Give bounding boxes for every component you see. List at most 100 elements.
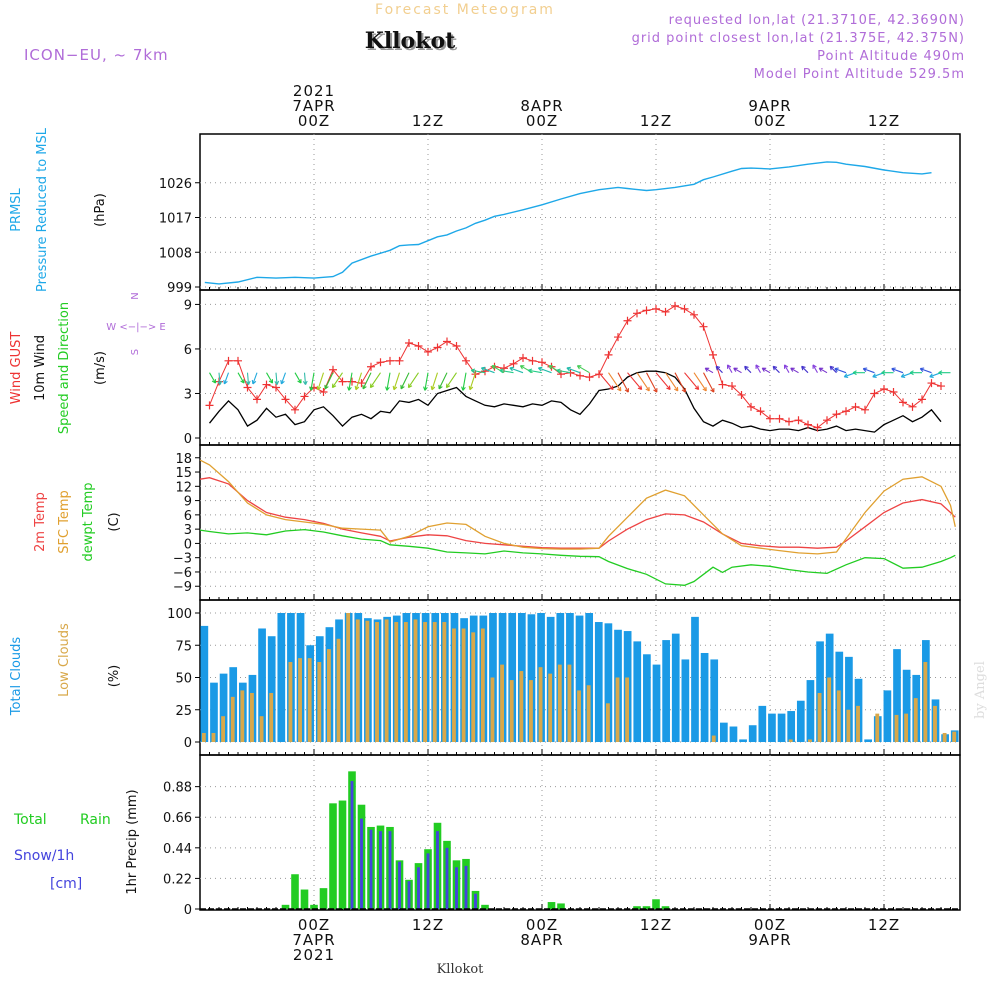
gust-point	[243, 383, 252, 392]
wind-direction-arrow	[461, 372, 467, 391]
total-cloud-bar	[796, 700, 805, 742]
snow-bar	[436, 831, 439, 909]
wind-direction-arrow	[834, 367, 847, 374]
gust-point	[623, 316, 632, 325]
gust-point	[747, 402, 755, 411]
low-cloud-bar	[355, 619, 360, 742]
total-cloud-bar	[719, 722, 728, 742]
wind-direction-arrow	[347, 372, 353, 391]
snow-bar	[474, 893, 477, 909]
gust-point	[281, 395, 290, 404]
watermark: by Angel	[973, 661, 988, 719]
low-cloud-bar	[250, 692, 254, 742]
total-cloud-bar	[845, 656, 853, 742]
gust-point	[737, 390, 746, 399]
gust-point	[338, 377, 347, 386]
gust-point	[880, 385, 888, 394]
gust-label: Wind GUST	[9, 332, 24, 405]
snow-bar	[464, 865, 468, 909]
low-cloud-bar	[952, 731, 957, 742]
bottom-time-label: 00Z	[526, 916, 558, 934]
low-cloud-bar	[317, 662, 322, 742]
wind-direction-arrow	[693, 372, 707, 392]
wind-direction-arrow	[761, 367, 771, 374]
wind-direction-arrow	[302, 372, 308, 385]
top-time-label: 12Z	[868, 112, 900, 130]
bottom-time-label: 00Z	[754, 916, 786, 934]
ytick-label: 9	[184, 298, 192, 313]
gust-point	[661, 307, 670, 316]
total-cloud-bar	[575, 615, 584, 742]
wind-direction-arrow	[527, 368, 543, 374]
ytick-label: 0	[184, 903, 192, 918]
total-cloud-bar	[729, 726, 738, 742]
top-time-label: 9APR	[748, 97, 791, 115]
precip-axis-label: 1hr Precip (mm)	[125, 789, 140, 894]
compass-n: N	[130, 292, 141, 299]
rain-bar	[338, 800, 347, 909]
ytick-label: 18	[175, 452, 192, 467]
wind-direction-arrow	[862, 367, 875, 374]
low-cloud-bar	[346, 613, 351, 742]
low-cloud-bar	[375, 622, 379, 742]
wind-direction-arrow	[354, 372, 363, 391]
total-cloud-bar	[700, 652, 709, 742]
total-cloud-bar	[210, 682, 218, 742]
wind-direction-arrow	[362, 372, 372, 390]
low-cloud-bar	[288, 662, 293, 742]
low-cloud-bar	[432, 622, 437, 742]
total-cloud-bar	[681, 659, 690, 742]
low-cloud-bar	[894, 714, 899, 742]
total-cloud-bar	[200, 625, 209, 742]
gust-point	[595, 370, 603, 379]
wind-direction-arrow	[430, 372, 439, 391]
total-cloud-bar	[816, 641, 824, 742]
gust-point	[690, 310, 698, 319]
total-cloud-bar	[902, 669, 911, 742]
low-cloud-bar	[461, 628, 466, 742]
gust-point	[376, 358, 385, 367]
requested-coords: requested lon,lat (21.3710E, 42.3690N)	[669, 13, 965, 28]
low-cloud-bar	[480, 628, 485, 742]
gust-point	[652, 304, 660, 313]
gust-point	[804, 420, 812, 429]
low-cloud-bar	[452, 628, 456, 742]
low-cloud-bar	[933, 705, 937, 742]
gust-point	[319, 387, 328, 396]
wind-direction-arrow	[674, 372, 686, 393]
low-cloud-bar	[519, 671, 524, 742]
low-cloud-bar	[904, 713, 909, 742]
wind-direction-arrow	[881, 370, 894, 376]
gust-point	[785, 417, 793, 426]
low-cloud-bar	[577, 690, 581, 742]
temp-unit: (C)	[107, 512, 122, 531]
rain-bar	[329, 803, 337, 909]
wind-direction-arrow	[617, 372, 629, 393]
gust-point	[262, 380, 271, 389]
ytick-label: 1017	[159, 212, 192, 227]
ytick-label: 3	[184, 387, 192, 402]
total-cloud-bar	[671, 633, 680, 742]
ytick-label: 0	[184, 736, 192, 751]
temp-labels: 2m Temp SFC Temp dewpt Temp (C)	[33, 482, 122, 561]
model-altitude: Model Point Altitude 529.5m	[754, 67, 965, 82]
wind-direction-arrow	[783, 364, 790, 373]
low-cloud-bar	[836, 690, 841, 742]
low-cloud-bar	[509, 680, 514, 742]
ytick-label: 25	[175, 704, 192, 719]
low-cloud-bar	[817, 692, 822, 742]
low-cloud-bar	[856, 705, 860, 742]
total-cloud-bar	[604, 623, 613, 742]
wind-direction-arrow	[324, 372, 334, 390]
low-cloud-bar	[490, 677, 495, 742]
low-cloud-bar	[548, 673, 553, 742]
low-cloud-bar	[423, 622, 428, 742]
wind-direction-arrow	[818, 367, 828, 374]
panel-frame-2	[199, 444, 961, 601]
total-cloud-bar	[594, 622, 603, 742]
wind-direction-arrow	[566, 366, 581, 374]
rain-bar	[481, 904, 489, 909]
gust-point	[405, 339, 413, 348]
ytick-label: 6	[184, 343, 192, 358]
